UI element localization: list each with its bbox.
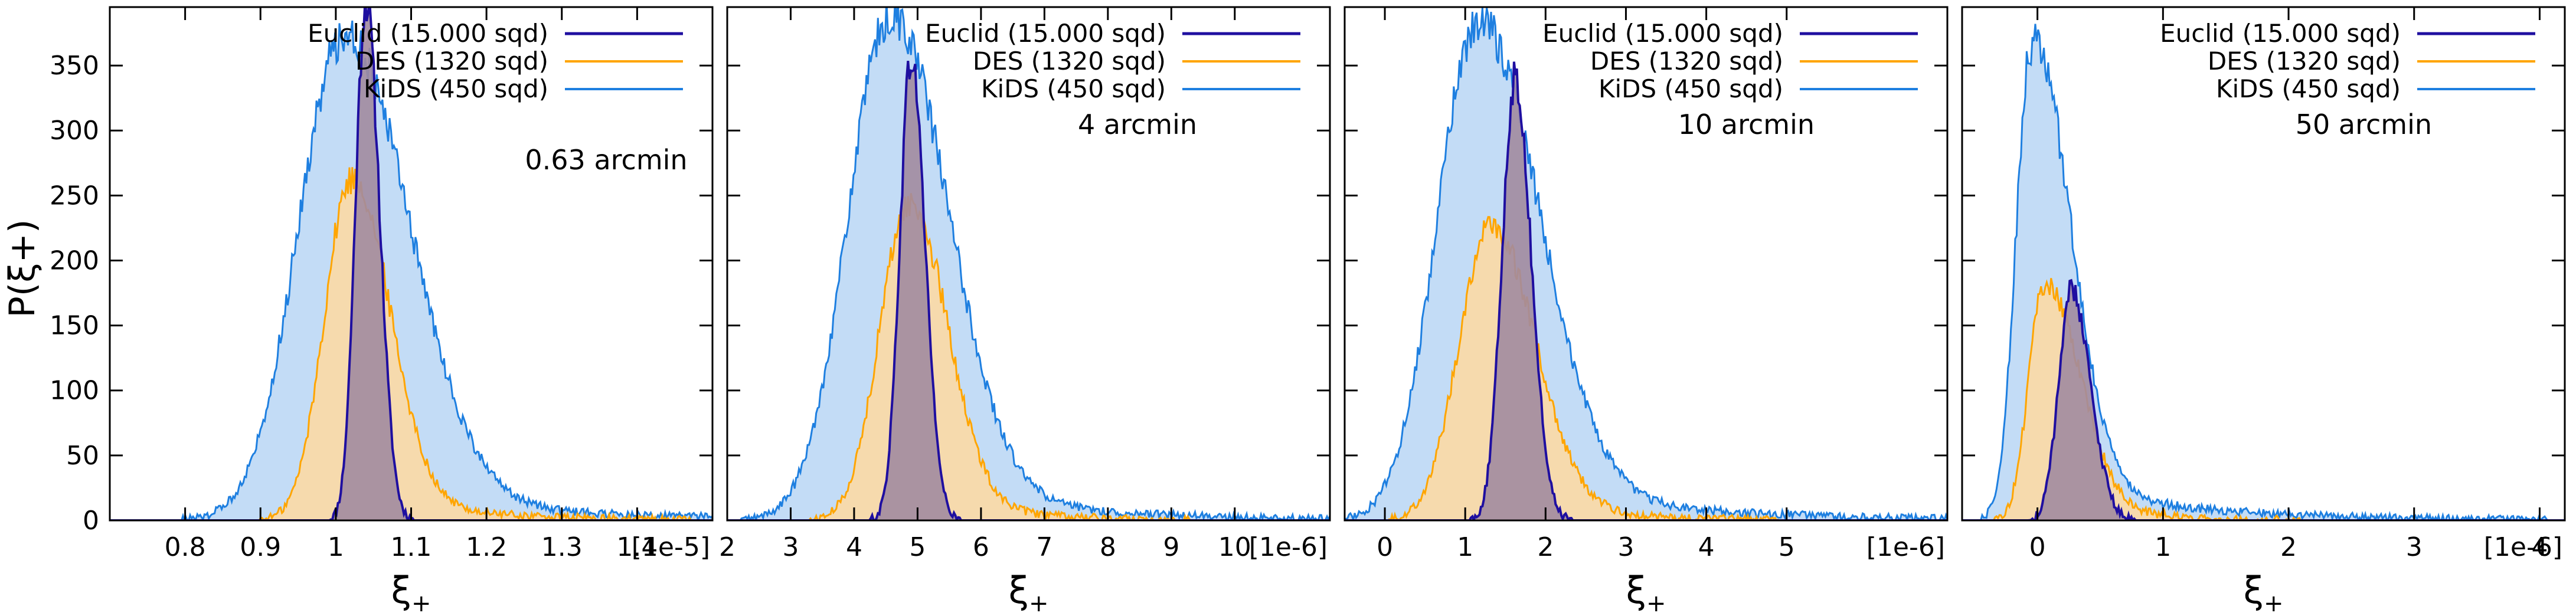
x-tick-label: 0.9 xyxy=(240,532,281,562)
panel-3: 0 1 2 3 4 5 [1e-6] ξ+ Euclid (15.000 sqd)DES (13… xyxy=(1343,6,1949,616)
scale-annotation: 4 arcmin xyxy=(1078,109,1197,140)
des-line xyxy=(1345,216,1947,520)
x-scale-label: [1e-5] xyxy=(632,532,710,562)
x-scale-label: [1e-6] xyxy=(2484,532,2562,562)
x-tick-label: 0 xyxy=(2029,532,2046,562)
x-tick-label: 1.4 xyxy=(616,532,658,562)
x-scale-label: [1e-6] xyxy=(1866,532,1945,562)
euclid-area xyxy=(1345,61,1947,520)
plot-frame xyxy=(726,6,1331,522)
x-tick-label: 3 xyxy=(1617,532,1634,562)
euclid-area xyxy=(1962,280,2565,520)
y-tick-label: 150 xyxy=(50,311,99,341)
panel-1: 0 50 100 150 200 250 300 350 0.8 0.9 1 1.1 1.2 1.3 1.4… xyxy=(50,6,714,616)
x-tick-label: 1 xyxy=(2155,532,2171,562)
x-tick-label: 1.1 xyxy=(391,532,432,562)
x-scale-label: [1e-6] xyxy=(1249,532,1328,562)
kids-line xyxy=(110,20,712,520)
plot-area xyxy=(727,7,1330,520)
plot-area xyxy=(1962,24,2565,520)
legend-label: DES (1320 sqd) xyxy=(1590,47,1783,76)
des-area xyxy=(110,167,712,520)
y-tick-label: 100 xyxy=(50,376,99,406)
y-tick-label: 350 xyxy=(50,51,99,81)
x-tick-label: 1.2 xyxy=(466,532,507,562)
legend-label: DES (1320 sqd) xyxy=(355,47,548,76)
plot-frame xyxy=(1343,6,1949,522)
scale-annotation: 10 arcmin xyxy=(1678,109,1815,140)
kids-area xyxy=(110,21,712,520)
x-tick-label: 1 xyxy=(1457,532,1473,562)
plot-frame xyxy=(1961,6,2566,522)
x-axis-label: ξ+ xyxy=(1008,569,1048,616)
x-tick-label: 10 xyxy=(1218,532,1251,562)
x-tick-label: 2 xyxy=(2280,532,2297,562)
plot-area xyxy=(1345,8,1947,520)
euclid-line xyxy=(1962,278,2565,520)
x-axis-label: ξ+ xyxy=(391,569,431,616)
des-line xyxy=(727,193,1330,520)
des-line xyxy=(1962,278,2565,520)
legend-label: Euclid (15.000 sqd) xyxy=(1542,19,1783,48)
x-tick-label: 2 xyxy=(719,532,735,562)
x-tick-label: 0 xyxy=(1377,532,1393,562)
y-tick-label: 250 xyxy=(50,181,99,211)
x-tick-label: 2 xyxy=(1537,532,1554,562)
des-area xyxy=(727,193,1330,520)
legend-label: DES (1320 sqd) xyxy=(973,47,1166,76)
x-tick-label: 1.3 xyxy=(541,532,583,562)
x-tick-label: 0.8 xyxy=(165,532,206,562)
des-line xyxy=(110,167,712,520)
panel-4: 0 1 2 3 4[1e-6] ξ+ Euclid (15.000 sqd)DES (132… xyxy=(1961,6,2566,616)
scale-annotation: 0.63 arcmin xyxy=(525,144,687,176)
x-tick-label: 7 xyxy=(1036,532,1052,562)
x-tick-label: 5 xyxy=(909,532,926,562)
panel-2: 2 3 4 5 6 7 8 9 10[1e-6] ξ+ Euclid (15.000 sqd)DES… xyxy=(719,6,1331,616)
x-tick-label: 4 xyxy=(846,532,862,562)
kids-line xyxy=(727,7,1330,520)
y-axis-label: P(ξ+) xyxy=(2,219,43,318)
x-tick-label: 3 xyxy=(782,532,799,562)
y-tick-label: 0 xyxy=(83,506,99,536)
x-tick-label: 9 xyxy=(1163,532,1179,562)
y-tick-label: 50 xyxy=(66,441,99,471)
x-axis-label: ξ+ xyxy=(2243,569,2283,616)
kids-line xyxy=(1962,24,2565,520)
legend-label: Euclid (15.000 sqd) xyxy=(2160,19,2401,48)
x-tick-label: 1 xyxy=(328,532,344,562)
x-axis-label: ξ+ xyxy=(1626,569,1666,616)
x-tick-label: 4 xyxy=(1698,532,1715,562)
y-tick-label: 300 xyxy=(50,116,99,146)
x-tick-label: 3 xyxy=(2406,532,2423,562)
legend-label: KiDS (450 sqd) xyxy=(981,74,1166,103)
legend-label: Euclid (15.000 sqd) xyxy=(925,19,1166,48)
x-tick-label: 4 xyxy=(2531,532,2548,562)
legend-label: KiDS (450 sqd) xyxy=(2216,74,2401,103)
x-tick-label: 8 xyxy=(1100,532,1116,562)
legend-label: Euclid (15.000 sqd) xyxy=(308,19,548,48)
legend-label: KiDS (450 sqd) xyxy=(364,74,548,103)
x-tick-label: 5 xyxy=(1779,532,1795,562)
legend-label: DES (1320 sqd) xyxy=(2208,47,2401,76)
legend-label: KiDS (450 sqd) xyxy=(1598,74,1783,103)
x-tick-label: 6 xyxy=(973,532,989,562)
scale-annotation: 50 arcmin xyxy=(2296,109,2432,140)
y-tick-label: 200 xyxy=(50,245,99,276)
